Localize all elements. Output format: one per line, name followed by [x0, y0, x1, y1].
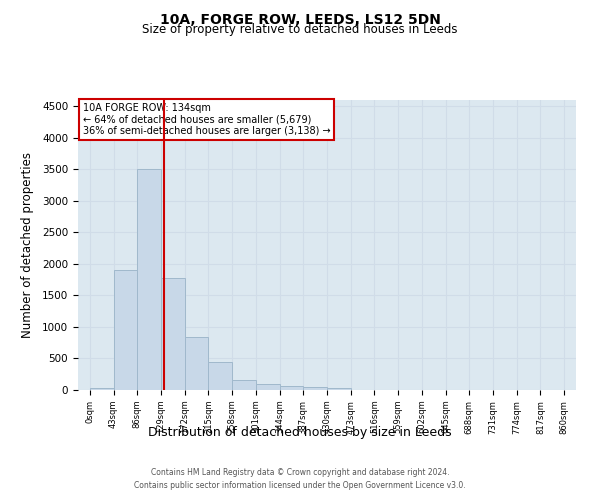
Y-axis label: Number of detached properties: Number of detached properties [20, 152, 34, 338]
Bar [185, 337, 208, 390]
Bar [137, 170, 161, 390]
Bar [256, 384, 280, 390]
Bar [90, 388, 113, 390]
Text: Contains public sector information licensed under the Open Government Licence v3: Contains public sector information licen… [134, 482, 466, 490]
Bar [161, 278, 185, 390]
Bar [208, 362, 232, 390]
Bar [113, 270, 137, 390]
Text: Contains HM Land Registry data © Crown copyright and database right 2024.: Contains HM Land Registry data © Crown c… [151, 468, 449, 477]
Bar [280, 386, 303, 390]
Text: 10A FORGE ROW: 134sqm
← 64% of detached houses are smaller (5,679)
36% of semi-d: 10A FORGE ROW: 134sqm ← 64% of detached … [83, 103, 331, 136]
Text: 10A, FORGE ROW, LEEDS, LS12 5DN: 10A, FORGE ROW, LEEDS, LS12 5DN [160, 12, 440, 26]
Bar [303, 387, 327, 390]
Text: Distribution of detached houses by size in Leeds: Distribution of detached houses by size … [148, 426, 452, 439]
Bar [232, 380, 256, 390]
Text: Size of property relative to detached houses in Leeds: Size of property relative to detached ho… [142, 22, 458, 36]
Bar [327, 388, 351, 390]
